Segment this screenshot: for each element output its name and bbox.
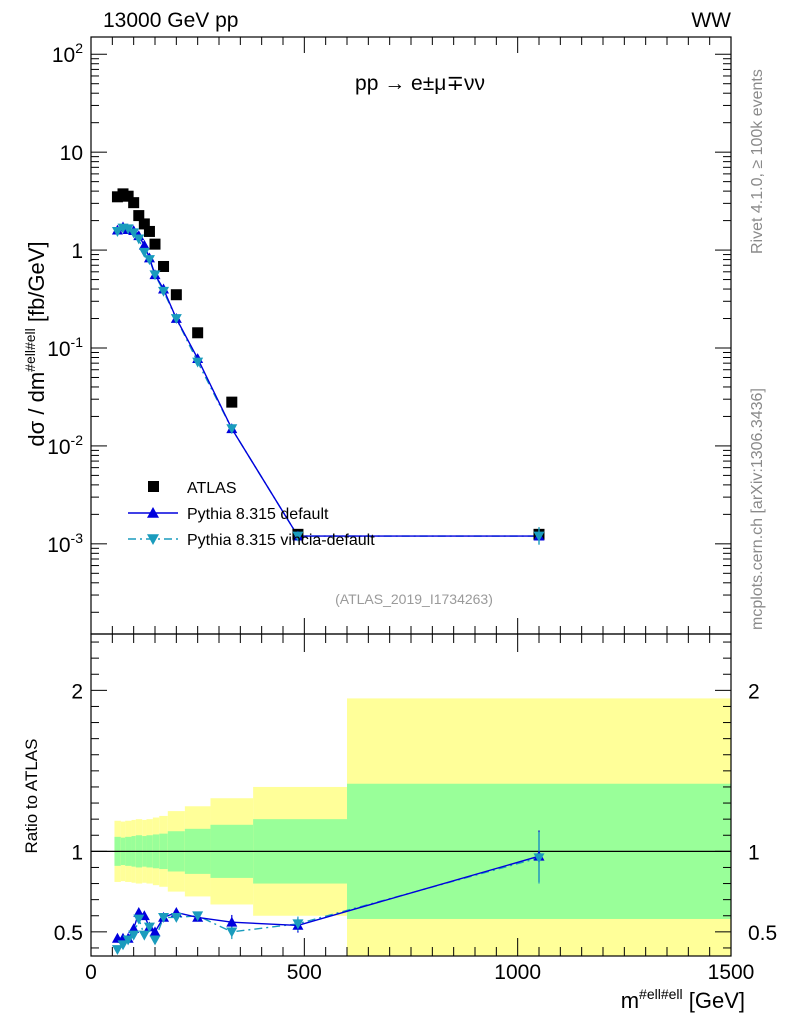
legend-marker-vincia <box>147 534 159 545</box>
main-marker-atlas <box>133 210 145 222</box>
ratio-bands <box>114 698 731 956</box>
ratio-marker-vincia <box>192 911 204 922</box>
legend-label: Pythia 8.315 default <box>187 506 329 523</box>
side-label-rivet: Rivet 4.1.0, ≥ 100k events <box>749 69 766 254</box>
ratio-marker-default <box>128 923 140 934</box>
ratio-marker-vincia <box>117 940 129 951</box>
x-axis-label: m#ell#ell [GeV] <box>621 986 745 1013</box>
ratio-marker-vincia <box>158 912 170 923</box>
ratio-y-tick-label-left: 2 <box>71 680 83 703</box>
main-y-tick-label: 10-2 <box>47 432 83 459</box>
main-y-tick-label: 1 <box>71 240 83 263</box>
main-marker-atlas <box>158 260 170 272</box>
main-marker-vincia <box>158 286 170 297</box>
main-marker-atlas <box>143 225 155 237</box>
main-marker-vincia <box>133 234 145 245</box>
main-marker-vincia <box>128 228 140 239</box>
ratio-marker-default <box>149 926 161 937</box>
ratio-marker-vincia <box>533 853 545 864</box>
ratio-marker-vincia <box>133 914 145 925</box>
ratio-y-tick-label-right: 2 <box>748 680 760 703</box>
main-marker-vincia <box>138 247 150 258</box>
main-marker-atlas <box>111 191 123 203</box>
main-series <box>111 188 545 545</box>
main-marker-vincia <box>192 357 204 368</box>
x-tick-label: 500 <box>287 961 322 984</box>
main-marker-vincia <box>111 227 123 237</box>
main-line-default <box>117 226 539 537</box>
ratio-marker-vincia <box>122 935 134 946</box>
main-y-tick-label: 10 <box>60 142 83 165</box>
ratio-y-tick-label-left: 0.5 <box>54 922 83 945</box>
main-y-axis-label: dσ / dm#ell#ell [fb/GeV] <box>22 241 49 446</box>
main-marker-atlas <box>226 396 238 408</box>
ratio-marker-vincia <box>226 927 238 938</box>
ratio-y-axis-label: Ratio to ATLAS <box>22 739 41 854</box>
ratio-marker-vincia <box>149 935 161 946</box>
main-y-tick-label: 102 <box>52 40 83 67</box>
header-right-title: WW <box>691 9 731 32</box>
header-left-title: 13000 GeV pp <box>103 9 238 32</box>
main-marker-vincia <box>122 224 134 235</box>
main-marker-vincia <box>143 255 155 266</box>
main-marker-atlas <box>192 327 204 339</box>
main-y-tick-label: 10-3 <box>47 530 83 557</box>
ratio-marker-default <box>133 907 145 917</box>
ratio-y-tick-label-right: 1 <box>748 841 760 864</box>
analysis-id-label: (ATLAS_2019_I1734263) <box>335 591 493 607</box>
main-line-vincia <box>117 227 539 537</box>
main-marker-vincia <box>149 270 161 281</box>
main-marker-atlas <box>149 238 161 250</box>
main-y-tick-label: 10-1 <box>47 334 83 361</box>
main-marker-vincia <box>292 531 304 542</box>
ratio-marker-vincia <box>128 930 140 941</box>
main-marker-default <box>138 239 150 250</box>
x-tick-label: 1500 <box>708 961 755 984</box>
main-marker-vincia <box>226 424 238 435</box>
main-marker-atlas <box>138 218 150 230</box>
process-label: pp → e±μ∓νν <box>355 72 485 95</box>
main-marker-atlas <box>128 197 140 209</box>
legend-marker-atlas <box>148 481 159 492</box>
main-axes: 10-3 10-2 10-1 1 10 102 <box>47 36 732 635</box>
legend-label: ATLAS <box>187 480 237 497</box>
svg-text:dσ / dm#ell#ell [fb/GeV]: dσ / dm#ell#ell [fb/GeV] <box>22 241 49 446</box>
x-tick-label: 1000 <box>494 961 541 984</box>
ratio-marker-vincia <box>138 930 150 941</box>
ratio-marker-default <box>226 916 238 927</box>
side-label-mcplots: mcplots.cern.ch [arXiv:1306.3436] <box>749 388 766 630</box>
legend: ATLAS Pythia 8.315 default Pythia 8.315 vi… <box>128 480 375 549</box>
main-marker-atlas <box>170 289 182 301</box>
svg-text:m#ell#ell [GeV]: m#ell#ell [GeV] <box>621 986 745 1013</box>
ratio-y-tick-label-right: 0.5 <box>748 922 777 945</box>
main-marker-atlas <box>122 190 134 202</box>
ratio-marker-vincia <box>111 945 123 956</box>
ratio-marker-vincia <box>170 912 182 923</box>
legend-marker-default <box>147 507 159 518</box>
x-tick-label: 0 <box>85 961 97 984</box>
ratio-y-tick-label-left: 1 <box>71 841 83 864</box>
main-marker-vincia <box>170 314 182 325</box>
ratio-marker-vincia <box>292 919 304 930</box>
ratio-series <box>111 830 545 956</box>
ratio-axes: 0.5 0.5 1 1 2 2 0 500 1000 1500 <box>54 633 777 984</box>
ratio-marker-vincia <box>143 922 155 933</box>
legend-label: Pythia 8.315 vincia-default <box>187 532 375 549</box>
